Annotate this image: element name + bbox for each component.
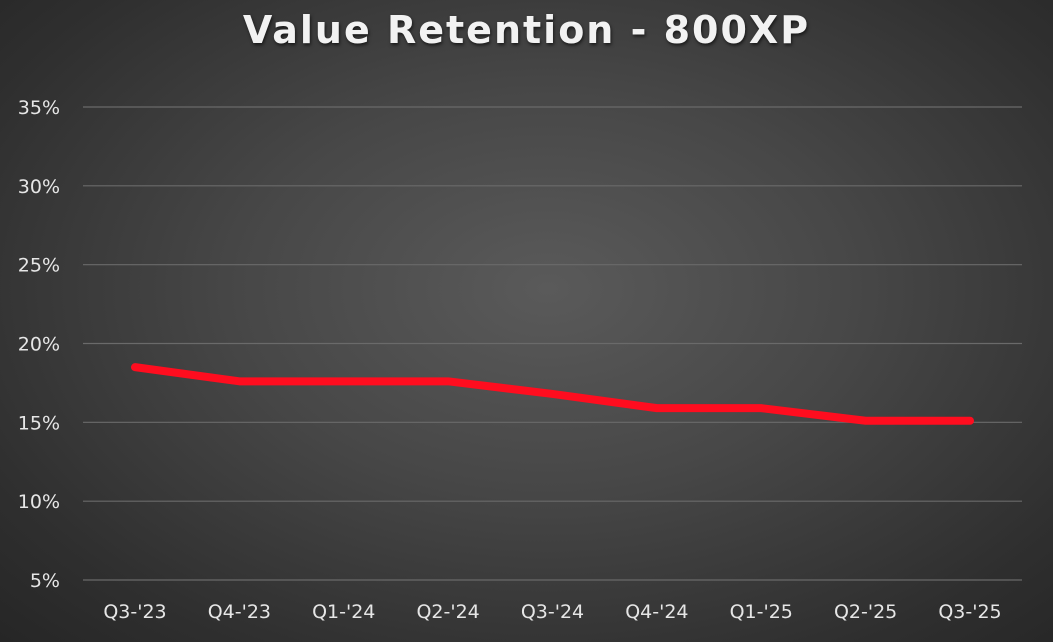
x-axis-tick-labels: Q3-'23 Q4-'23 Q1-'24 Q2-'24 Q3-'24 Q4-'24 Q1-'… — [103, 601, 1001, 623]
grid-lines — [83, 106, 1022, 581]
x-tick-label: Q1-'25 — [730, 601, 793, 623]
y-tick-label: 30% — [18, 176, 60, 198]
y-tick-label: 15% — [18, 412, 60, 434]
x-tick-label: Q4-'23 — [208, 601, 271, 623]
x-tick-label: Q2-'25 — [834, 601, 897, 623]
y-tick-label: 10% — [18, 491, 60, 513]
x-tick-label: Q1-'24 — [312, 601, 375, 623]
y-tick-label: 35% — [18, 97, 60, 119]
x-tick-label: Q4-'24 — [625, 601, 688, 623]
series-line — [131, 363, 974, 425]
series-layer — [131, 363, 974, 425]
y-tick-label: 5% — [30, 570, 60, 592]
x-tick-label: Q3-'24 — [521, 601, 584, 623]
y-tick-label: 20% — [18, 334, 60, 356]
y-tick-label: 25% — [18, 255, 60, 277]
y-axis-tick-labels: 5% 10% 15% 20% 25% 30% 35% — [18, 97, 60, 592]
x-tick-label: Q3-'25 — [938, 601, 1001, 623]
x-tick-label: Q3-'23 — [103, 601, 166, 623]
chart-title: Value Retention - 800XP — [242, 8, 811, 52]
x-tick-label: Q2-'24 — [416, 601, 479, 623]
